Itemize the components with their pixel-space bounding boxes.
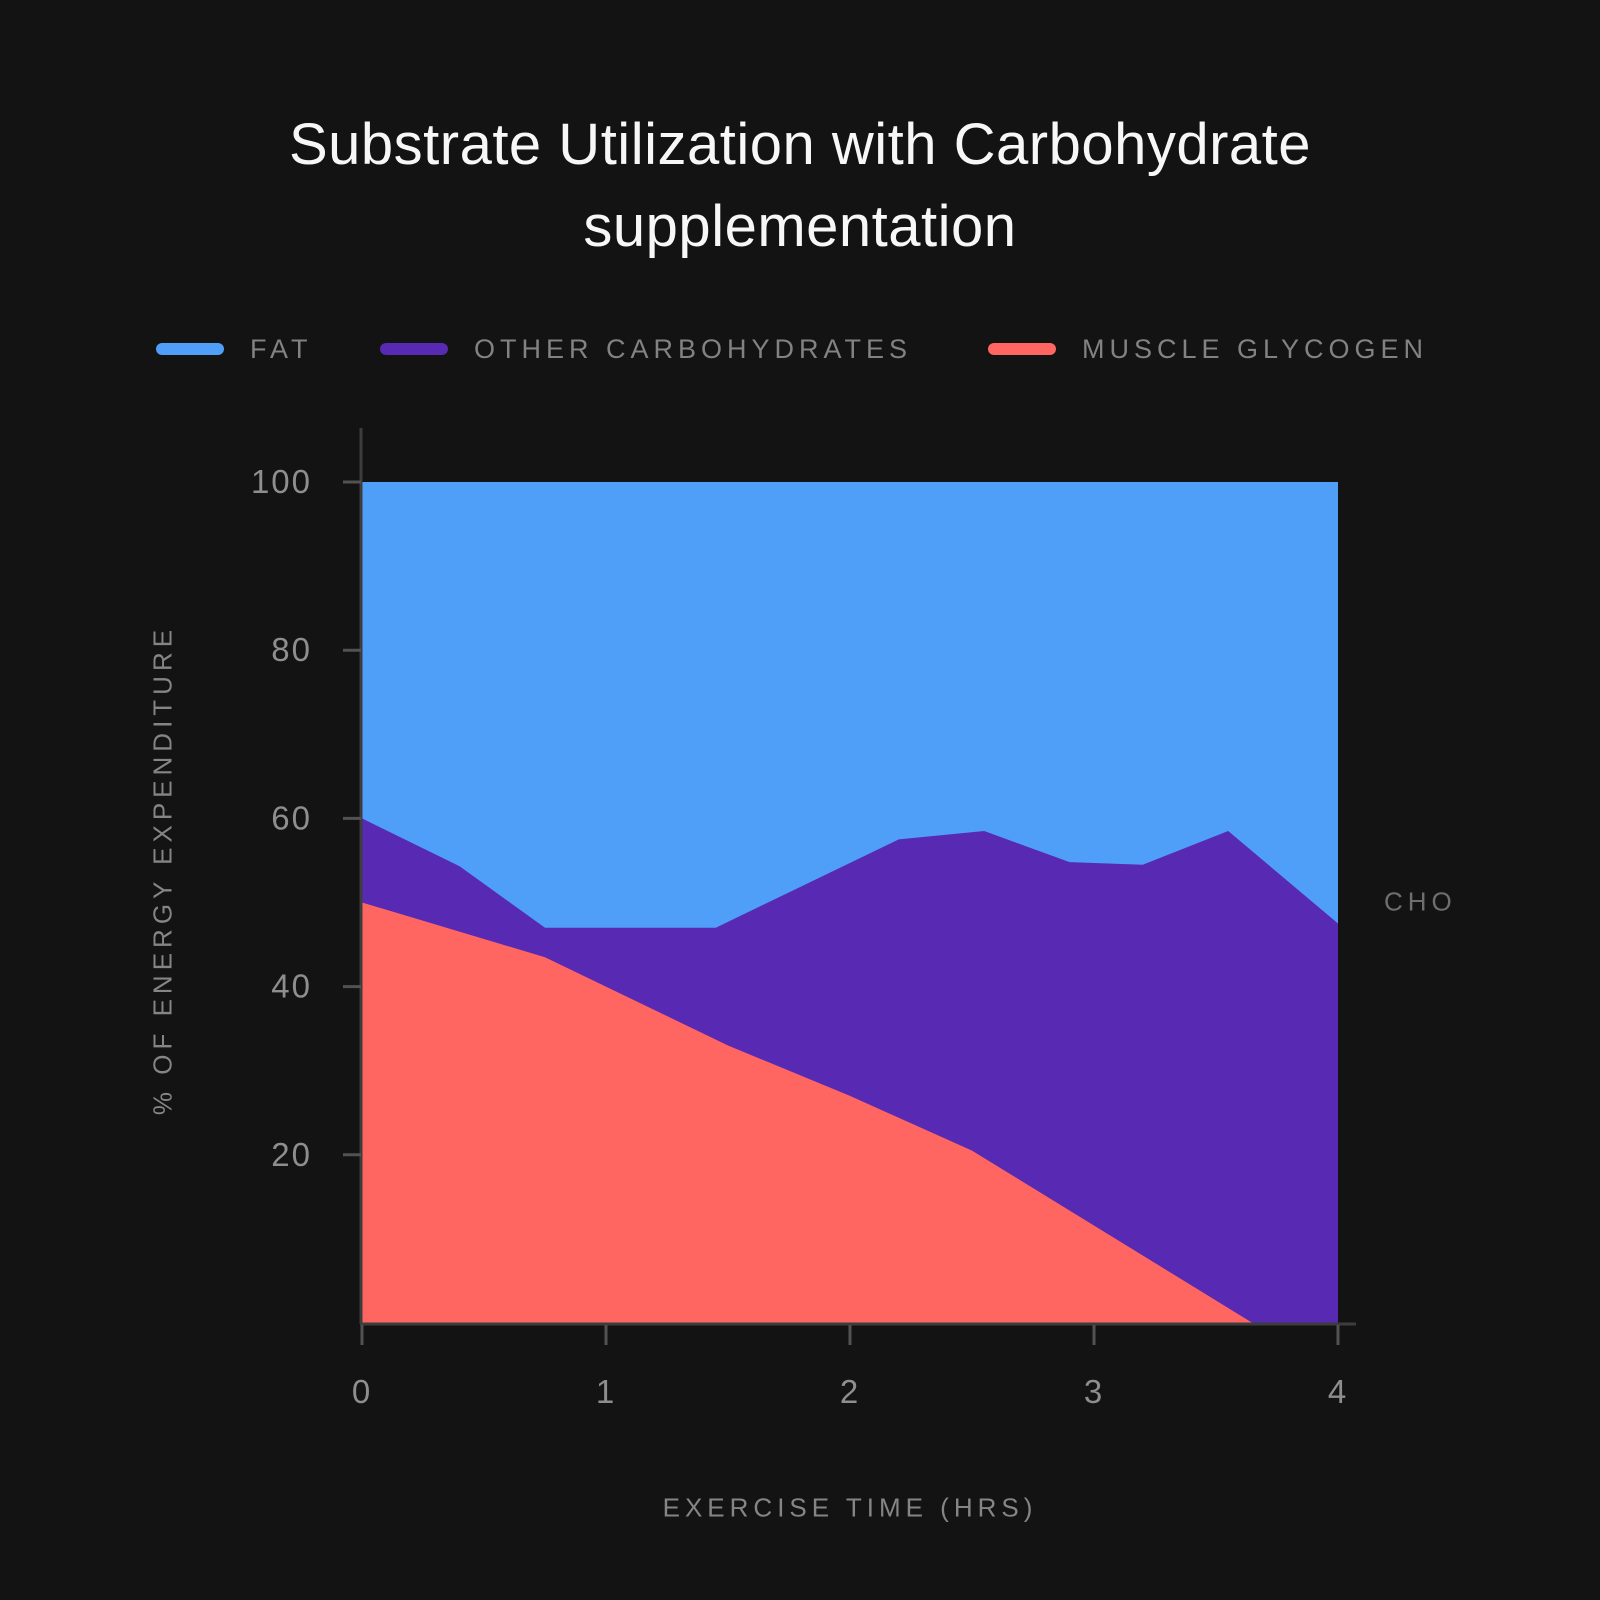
x-axis-title: EXERCISE TIME (HRS) <box>662 1492 1038 1523</box>
other-carbohydrates-swatch-icon <box>380 343 448 355</box>
x-tick-label-0: 0 <box>352 1373 372 1410</box>
legend-label-other-carbohydrates: OTHER CARBOHYDRATES <box>474 333 913 364</box>
muscle-glycogen-area <box>362 902 1338 1323</box>
y-tick-label-60: 60 <box>271 799 312 836</box>
y-tick-label-80: 80 <box>271 631 312 668</box>
muscle-glycogen-swatch-icon <box>988 343 1056 355</box>
legend-item-fat: FAT <box>156 333 313 365</box>
y-tick-label-20: 20 <box>271 1136 312 1173</box>
legend: FAT OTHER CARBOHYDRATES MUSCLE GLYCOGEN <box>0 333 1600 365</box>
page-title: Substrate Utilization with Carbohydrate … <box>0 104 1600 268</box>
legend-item-other-carbohydrates: OTHER CARBOHYDRATES <box>380 333 912 365</box>
legend-label-fat: FAT <box>250 333 313 364</box>
x-tick-label-4: 4 <box>1328 1373 1348 1410</box>
chart-title: Substrate Utilization with Carbohydrate … <box>288 112 1312 259</box>
y-tick-label-100: 100 <box>251 463 312 500</box>
x-tick-label-2: 2 <box>840 1373 860 1410</box>
x-tick-label-1: 1 <box>596 1373 616 1410</box>
cho-annotation: CHO <box>1384 886 1457 917</box>
x-tick-label-3: 3 <box>1084 1373 1104 1410</box>
y-tick-label-40: 40 <box>271 968 312 1005</box>
legend-label-muscle-glycogen: MUSCLE GLYCOGEN <box>1082 333 1429 364</box>
fat-swatch-icon <box>156 343 224 355</box>
legend-item-muscle-glycogen: MUSCLE GLYCOGEN <box>988 333 1428 365</box>
